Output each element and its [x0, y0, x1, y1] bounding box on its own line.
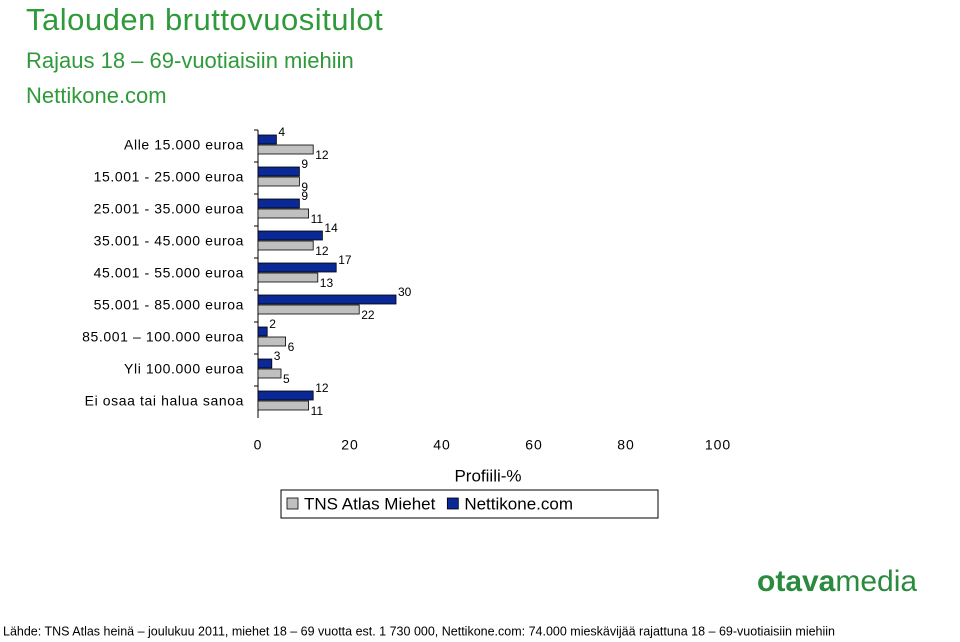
bar	[257, 262, 337, 273]
legend-box	[280, 489, 659, 519]
data-label: 9	[301, 180, 308, 194]
bar	[257, 166, 300, 177]
data-label: 30	[398, 285, 412, 299]
x-tick-label: 20	[341, 437, 359, 453]
y-tick-label: 55.001 - 85.000 euroa	[94, 297, 244, 313]
bar	[257, 230, 323, 241]
chart-title: Talouden bruttovuositulot	[26, 2, 383, 37]
y-tick-label: 25.001 - 35.000 euroa	[94, 201, 244, 217]
x-tick-label: 0	[254, 437, 263, 453]
bar	[257, 336, 287, 347]
data-label: 22	[361, 308, 375, 322]
data-label: 17	[338, 253, 352, 267]
data-label: 11	[311, 212, 324, 226]
y-tick-label: 45.001 - 55.000 euroa	[94, 265, 244, 281]
legend-swatch	[446, 497, 459, 510]
bar	[257, 400, 309, 411]
bar	[257, 208, 309, 219]
data-label: 11	[311, 404, 324, 418]
chart-subtitle: Nettikone.com	[26, 83, 167, 108]
data-label: 9	[301, 157, 308, 171]
bar	[257, 176, 300, 187]
bar	[257, 326, 268, 337]
x-tick-label: 40	[433, 437, 451, 453]
legend-label: TNS Atlas Miehet	[304, 494, 436, 513]
chart-subtitle: Rajaus 18 – 69-vuotiaisiin miehiin	[26, 48, 354, 73]
y-tick-label: Ei osaa tai halua sanoa	[85, 393, 244, 409]
logo: otavamedia	[757, 565, 917, 598]
bar	[257, 294, 397, 305]
data-label: 12	[315, 381, 329, 395]
legend-swatch	[286, 497, 299, 510]
data-label: 12	[315, 244, 329, 258]
x-tick-label: 60	[525, 437, 543, 453]
x-tick-label: 100	[705, 437, 731, 453]
data-label: 12	[315, 148, 329, 162]
legend-label: Nettikone.com	[464, 494, 573, 513]
bar	[257, 134, 277, 145]
bar	[257, 144, 314, 155]
y-tick-label: 85.001 – 100.000 euroa	[82, 329, 244, 345]
data-label: 3	[274, 349, 281, 363]
bar	[257, 240, 314, 251]
bar	[257, 368, 282, 379]
y-tick-label: Yli 100.000 euroa	[124, 361, 244, 377]
bar	[257, 358, 273, 369]
data-label: 5	[283, 372, 290, 386]
bar	[257, 304, 360, 315]
data-label: 14	[324, 221, 338, 235]
data-label: 6	[288, 340, 295, 354]
y-tick-label: 35.001 - 45.000 euroa	[94, 233, 244, 249]
data-label: 2	[269, 317, 276, 331]
data-label: 4	[278, 125, 285, 139]
y-tick-label: Alle 15.000 euroa	[124, 137, 244, 153]
source-note: Lähde: TNS Atlas heinä – joulukuu 2011, …	[3, 624, 835, 638]
bar	[257, 272, 319, 283]
y-tick-label: 15.001 - 25.000 euroa	[94, 169, 244, 185]
bar	[257, 390, 314, 401]
x-tick-label: 80	[617, 437, 635, 453]
data-label: 13	[320, 276, 334, 290]
data-label: 9	[301, 189, 308, 203]
bar	[257, 198, 300, 209]
x-axis-label: Profiili-%	[454, 466, 521, 485]
